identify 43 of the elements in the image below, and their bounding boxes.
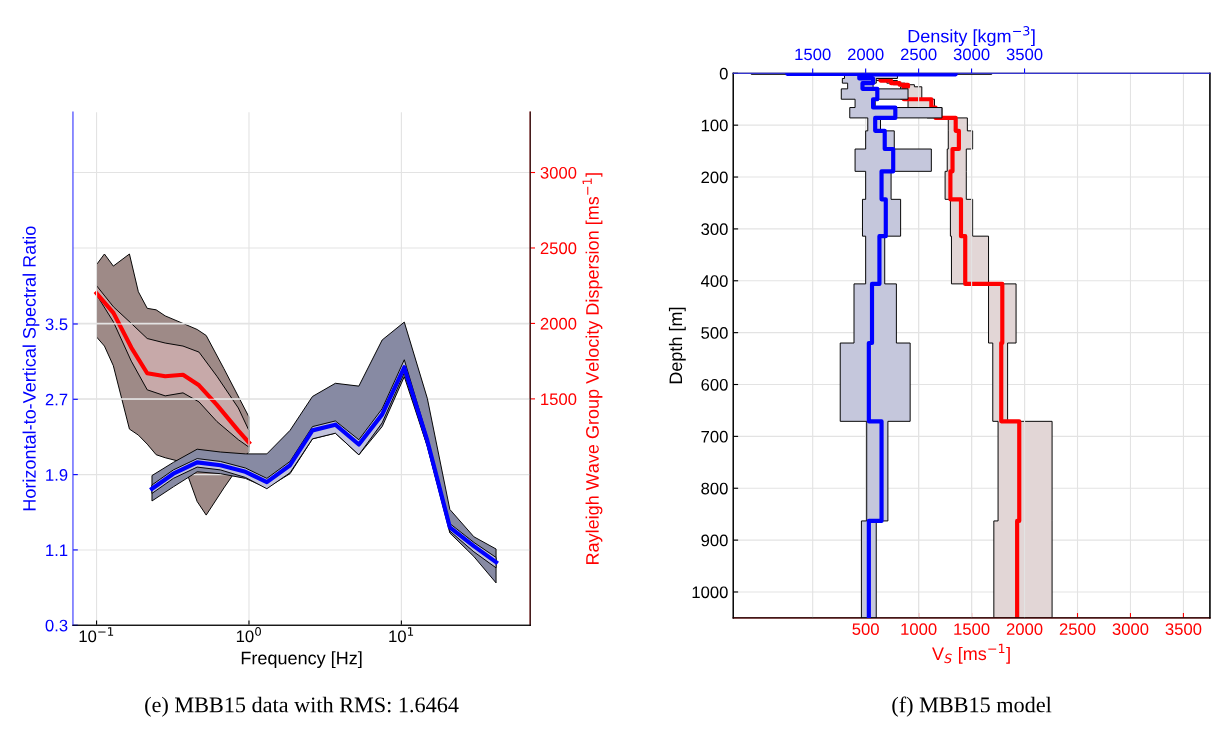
y-tick-label: 900	[701, 534, 728, 547]
y-tick-label: 500	[701, 327, 728, 339]
y-tick-label: 700	[701, 430, 728, 443]
y2-tick-label: 2500	[540, 242, 577, 255]
y-axis-title: Horizontal-to-Vertical Spectral Ratio	[22, 226, 40, 511]
x2-tick-label: 2000	[847, 48, 884, 61]
x2-tick-label: 3500	[1006, 48, 1043, 61]
y-tick-label: 300	[701, 223, 728, 236]
x-tick-label: 3500	[1165, 623, 1202, 636]
y-tick-label: 0.3	[45, 619, 68, 632]
y-tick-label: 1.9	[46, 469, 68, 481]
y-axis-title: Depth [m]	[668, 307, 686, 384]
x-axis-title: V$_{S}$ [ms$^{−1}$]	[932, 643, 1010, 664]
y2-tick-label: 3000	[540, 166, 577, 179]
y-tick-label: 1000	[692, 586, 728, 599]
y-tick-label: 100	[701, 119, 728, 132]
y-tick-label: 600	[701, 378, 728, 391]
y-tick-label: 2.7	[45, 393, 68, 406]
y2-tick-label: 2000	[540, 317, 577, 330]
y-tick-label: 1.1	[46, 544, 68, 556]
x-axis-title: Frequency [Hz]	[241, 651, 362, 669]
y2-tick-label: 1500	[541, 393, 577, 406]
x-tick-label: 10$^{1}$	[389, 627, 414, 643]
y-tick-label: 400	[700, 275, 728, 287]
y-tick-label: 200	[701, 171, 728, 184]
y-tick-label: 3.5	[45, 318, 68, 331]
x-tick-label: 1000	[901, 623, 937, 636]
x-tick-label: 3000	[1112, 623, 1149, 636]
text: (f) MBB15 model	[892, 696, 1052, 717]
x-tick-label: 2000	[1006, 623, 1043, 636]
y-tick-label: 800	[701, 482, 728, 495]
x-tick-label: 10$^{−1}$	[79, 627, 114, 643]
x2-tick-label: 2500	[900, 48, 937, 61]
text: (e) MBB15 data with RMS: 1.6464	[145, 696, 459, 717]
x-tick-label: 2500	[1059, 623, 1096, 636]
y-tick-label: 0	[719, 67, 728, 80]
x-tick-label: 10$^{0}$	[236, 627, 261, 643]
x-tick-label: 500	[852, 623, 879, 636]
x-tick-label: 1500	[954, 623, 990, 636]
x2-axis-title: Density [kgm$^{−3}$]	[908, 26, 1035, 47]
x2-tick-label: 3000	[953, 48, 990, 61]
x2-tick-label: 1500	[795, 48, 831, 61]
y2-axis-title: Rayleigh Wave Group Velocity Dispersion [ms$^{−1}$]	[582, 173, 603, 565]
